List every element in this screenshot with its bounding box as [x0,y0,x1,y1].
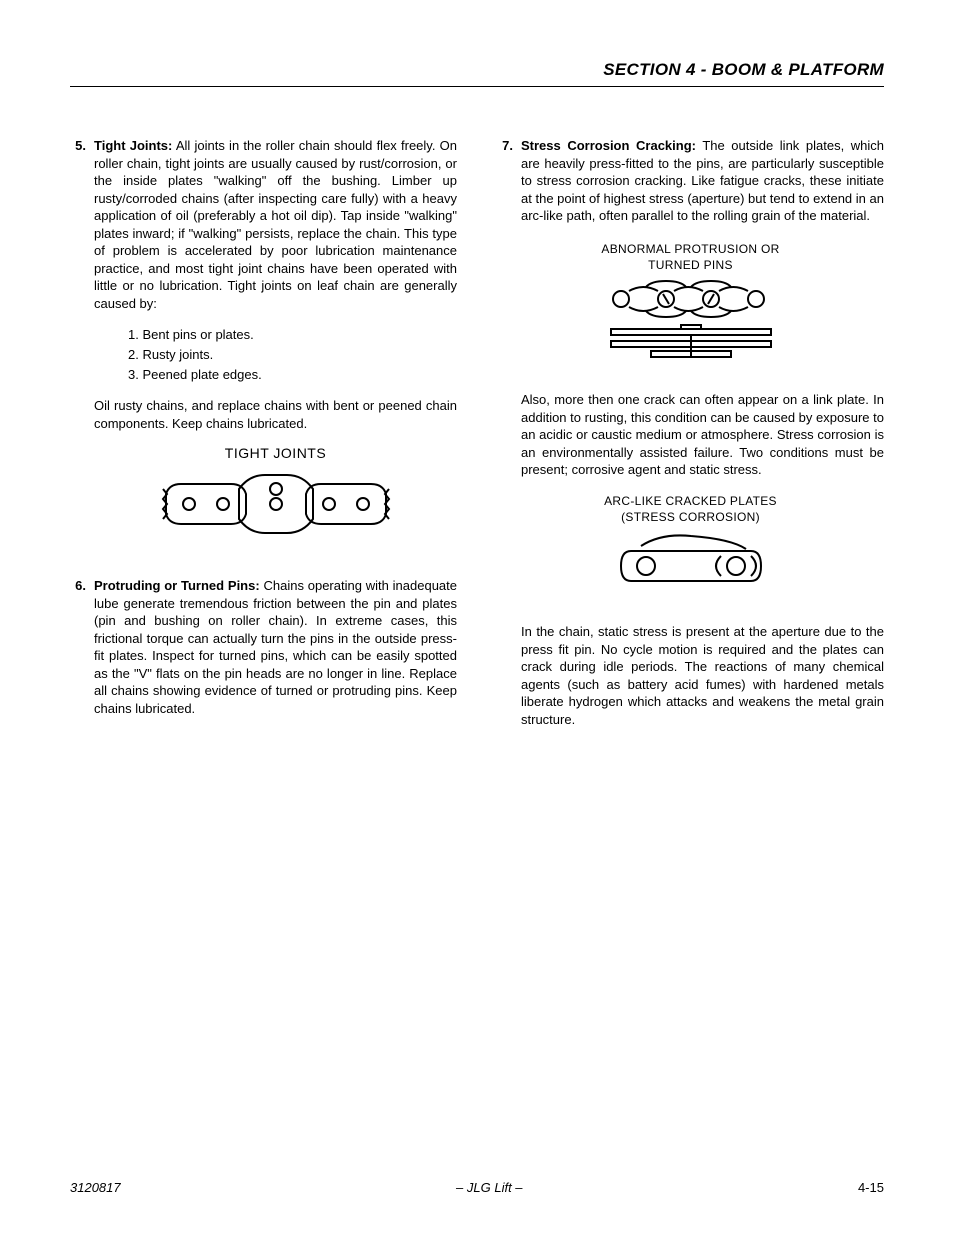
figure-caption: ABNORMAL PROTRUSION OR TURNED PINS [497,241,884,273]
continuation-para: Also, more then one crack can often appe… [521,391,884,479]
item-body: Stress Corrosion Cracking: The outside l… [521,137,884,225]
content-columns: 5. Tight Joints: All joints in the rolle… [70,137,884,743]
turned-pins-figure [497,279,884,369]
caption-line: ABNORMAL PROTRUSION OR [601,242,779,256]
right-column: 7. Stress Corrosion Cracking: The outsid… [497,137,884,743]
caption-line: (STRESS CORROSION) [621,510,760,524]
item-text: All joints in the roller chain should fl… [94,138,457,311]
tight-joints-figure [94,469,457,539]
figure-caption: TIGHT JOINTS [94,444,457,463]
item-lead: Stress Corrosion Cracking: [521,138,696,153]
section-title: SECTION 4 - BOOM & PLATFORM [70,60,884,80]
list-item-5: 5. Tight Joints: All joints in the rolle… [70,137,457,561]
figure-caption: ARC-LIKE CRACKED PLATES (STRESS CORROSIO… [497,493,884,525]
item-number: 7. [497,137,521,225]
cracked-plates-figure [497,531,884,601]
item-number: 6. [70,577,94,717]
item-lead: Tight Joints: [94,138,172,153]
item-lead: Protruding or Turned Pins: [94,578,260,593]
sublist: 1. Bent pins or plates. 2. Rusty joints.… [128,326,457,383]
item-body: Protruding or Turned Pins: Chains operat… [94,577,457,717]
left-column: 5. Tight Joints: All joints in the rolle… [70,137,457,743]
sublist-item: 3. Peened plate edges. [128,366,457,384]
page-footer: 3120817 – JLG Lift – 4-15 [70,1180,884,1195]
footer-center: – JLG Lift – [456,1180,522,1195]
sublist-item: 2. Rusty joints. [128,346,457,364]
item-number: 5. [70,137,94,561]
item-after: Oil rusty chains, and replace chains wit… [94,397,457,432]
sublist-item: 1. Bent pins or plates. [128,326,457,344]
continuation-para: In the chain, static stress is present a… [521,623,884,728]
page-header: SECTION 4 - BOOM & PLATFORM [70,60,884,87]
item-text: Chains operating with inadequate lube ge… [94,578,457,716]
footer-right: 4-15 [858,1180,884,1195]
caption-line: TURNED PINS [648,258,733,272]
list-item-7: 7. Stress Corrosion Cracking: The outsid… [497,137,884,225]
caption-line: ARC-LIKE CRACKED PLATES [604,494,777,508]
item-body: Tight Joints: All joints in the roller c… [94,137,457,561]
list-item-6: 6. Protruding or Turned Pins: Chains ope… [70,577,457,717]
footer-left: 3120817 [70,1180,121,1195]
